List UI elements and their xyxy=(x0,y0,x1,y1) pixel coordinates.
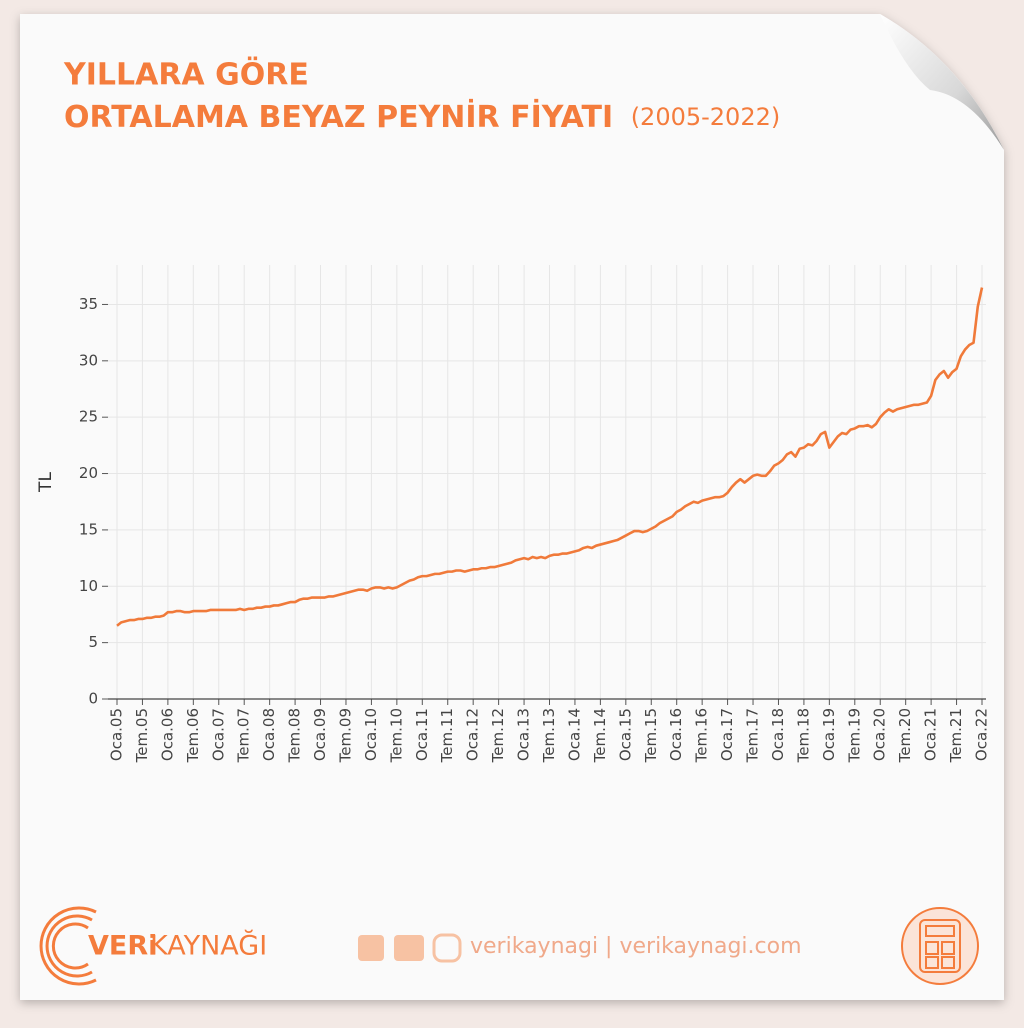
paper xyxy=(20,14,1004,1000)
x-tick-label: Oca.10 xyxy=(362,708,380,761)
x-tick-label: Oca.11 xyxy=(413,708,431,761)
x-tick-label: Tem.09 xyxy=(336,708,354,763)
x-tick-label: Tem.18 xyxy=(794,708,812,763)
y-tick-label: 15 xyxy=(79,520,98,538)
social-text: verikaynagi | verikaynagi.com xyxy=(470,934,802,959)
x-tick-label: Tem.12 xyxy=(489,708,507,763)
y-tick-label: 5 xyxy=(88,633,98,651)
instagram-icon[interactable] xyxy=(432,933,462,963)
x-tick-label: Oca.20 xyxy=(871,708,889,761)
x-tick-label: Oca.09 xyxy=(311,708,329,761)
x-tick-label: Tem.16 xyxy=(693,708,711,763)
x-tick-label: Oca.15 xyxy=(616,708,634,761)
x-tick-label: Oca.18 xyxy=(769,708,787,761)
brand: KAYNAĞI xyxy=(150,930,267,962)
x-tick-label: Tem.19 xyxy=(845,708,863,763)
x-tick-label: Oca.16 xyxy=(667,708,685,761)
x-tick-label: Oca.13 xyxy=(515,708,533,761)
x-tick-label: Tem.07 xyxy=(235,708,253,763)
y-tick-label: 35 xyxy=(79,295,98,313)
calculator-icon xyxy=(901,907,979,985)
x-tick-label: Tem.06 xyxy=(184,708,202,763)
x-tick-label: Tem.14 xyxy=(591,708,609,763)
x-tick-label: Tem.13 xyxy=(540,708,558,763)
x-tick-label: Tem.17 xyxy=(744,708,762,763)
x-tick-label: Tem.11 xyxy=(438,708,456,763)
x-tick-label: Oca.19 xyxy=(820,708,838,761)
page-curl xyxy=(880,14,1004,150)
x-tick-label: Tem.21 xyxy=(947,708,965,763)
x-tick-label: Oca.08 xyxy=(260,708,278,761)
x-tick-label: Oca.17 xyxy=(718,708,736,761)
y-tick-label: 10 xyxy=(79,577,98,595)
x-tick-label: Tem.15 xyxy=(642,708,660,763)
title: ORTALAMA BEYAZ PEYNİR FİYATI (2005-2022) xyxy=(64,99,780,135)
x-tick-label: Tem.10 xyxy=(387,708,405,763)
twitter-icon[interactable] xyxy=(394,935,424,961)
x-tick-label: Oca.06 xyxy=(158,708,176,761)
y-tick-label: 30 xyxy=(79,351,98,369)
price-line xyxy=(116,287,984,627)
x-tick-label: Tem.08 xyxy=(286,708,304,763)
x-tick-label: Tem.05 xyxy=(133,708,151,763)
logo xyxy=(39,906,97,986)
x-tick-label: Oca.07 xyxy=(209,708,227,761)
plot: Oca.05 Tem.05 Oca.06 Tem.06 Oca.07 Tem.07 Oca.… xyxy=(79,265,991,763)
y-tick-label: 0 xyxy=(88,690,98,708)
x-tick-label: Oca.21 xyxy=(922,708,940,761)
y-tick-label: 20 xyxy=(79,464,98,482)
facebook-icon[interactable] xyxy=(358,935,384,961)
title: YILLARA GÖRE xyxy=(63,56,309,93)
x-tick-label: Oca.22 xyxy=(973,708,991,761)
x-tick-label: Oca.14 xyxy=(565,708,583,761)
brand: VERi xyxy=(88,931,157,962)
x-tick-label: Oca.05 xyxy=(108,708,126,761)
title: ORTALAMA BEYAZ PEYNİR FİYATI xyxy=(64,99,613,135)
x-tick-label: Tem.20 xyxy=(896,708,914,763)
y-tick-label: 25 xyxy=(79,408,98,426)
y-axis-label: TL xyxy=(36,472,56,493)
x-tick-label: Oca.12 xyxy=(464,708,482,761)
title-note: (2005-2022) xyxy=(631,103,781,131)
